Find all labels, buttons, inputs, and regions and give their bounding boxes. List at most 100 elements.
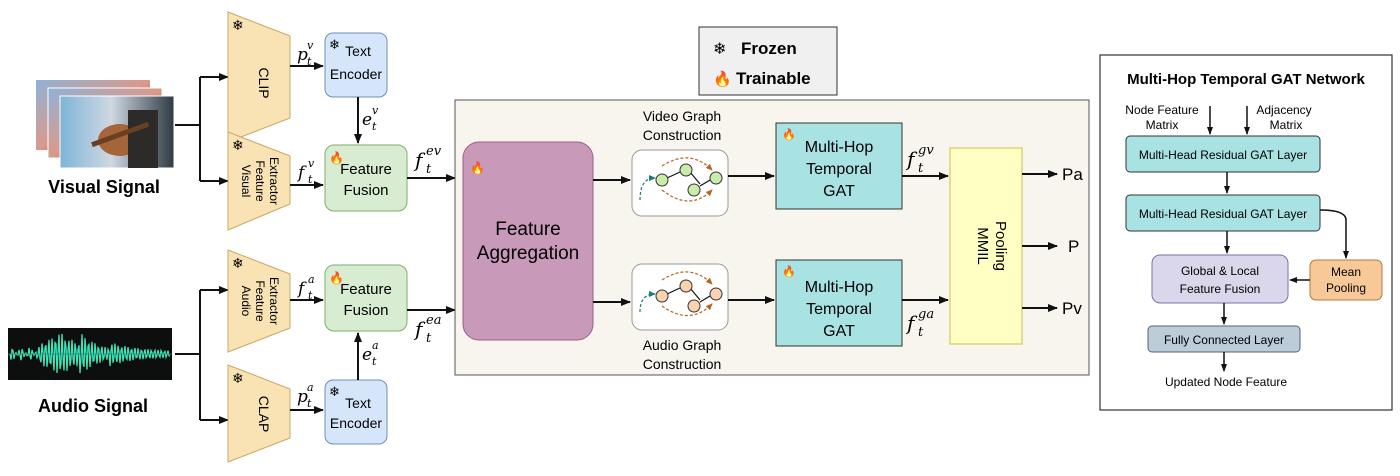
- snowflake-icon: ❄: [232, 17, 244, 33]
- snowflake-icon: ❄: [713, 41, 726, 58]
- visual-extractor-label-2: Feature: [253, 160, 267, 202]
- math-f-ev: f t ev: [413, 144, 442, 177]
- svg-text:a: a: [308, 273, 315, 286]
- flame-icon: 🔥: [782, 265, 796, 278]
- svg-text:t: t: [918, 325, 924, 340]
- legend-box: ❄ Frozen 🔥 Trainable: [698, 26, 838, 96]
- svg-text:Fusion: Fusion: [343, 302, 388, 319]
- audio-extractor-label-1: Audio: [239, 286, 253, 317]
- svg-text:GAT: GAT: [823, 323, 855, 340]
- audio-feature-fusion: 🔥 Feature Fusion: [324, 264, 408, 332]
- svg-text:t: t: [307, 397, 312, 410]
- audio-extractor-label-2: Feature: [253, 280, 267, 322]
- svg-text:Aggregation: Aggregation: [477, 243, 579, 264]
- svg-text:t: t: [372, 120, 377, 133]
- flame-icon: 🔥: [329, 151, 344, 165]
- visual-extractor-label-1: Visual: [239, 165, 253, 197]
- legend-frozen: Frozen: [741, 39, 797, 58]
- fully-connected-layer: Fully Connected Layer: [1147, 325, 1301, 353]
- output-p: P: [1068, 237, 1079, 256]
- flame-icon: 🔥: [470, 161, 485, 175]
- svg-text:t: t: [307, 55, 312, 68]
- gat-panel-arrows: [1207, 106, 1349, 372]
- svg-text:Encoder: Encoder: [330, 415, 382, 431]
- video-graph-label-1: Video Graph: [643, 108, 721, 124]
- node-feature-label-1: Node Feature: [1125, 103, 1199, 117]
- video-graph: [631, 149, 729, 217]
- mmil-pooling: MMIL Pooling: [949, 147, 1023, 345]
- clip-block: ❄ CLIP: [227, 11, 291, 143]
- global-local-fusion: Global & Local Feature Fusion: [1151, 254, 1289, 304]
- svg-text:e: e: [362, 345, 372, 365]
- flame-icon: 🔥: [329, 271, 344, 285]
- clip-label: CLIP: [256, 67, 272, 98]
- gat-block-top: 🔥 Multi-Hop Temporal GAT: [775, 122, 903, 210]
- svg-text:t: t: [308, 173, 313, 186]
- math-f-v: f t v: [296, 157, 315, 186]
- math-e-a: e t a: [362, 339, 379, 368]
- adjacency-label-2: Matrix: [1270, 118, 1303, 132]
- flame-icon: 🔥: [782, 128, 796, 141]
- svg-text:Feature Fusion: Feature Fusion: [1180, 282, 1261, 296]
- svg-text:Multi-Hop: Multi-Hop: [805, 139, 874, 156]
- svg-text:f: f: [413, 148, 426, 172]
- svg-text:MMIL: MMIL: [974, 227, 991, 265]
- svg-text:f: f: [413, 317, 426, 341]
- audio-signal-image: [8, 328, 172, 380]
- output-pv: Pv: [1062, 299, 1082, 318]
- audio-text-encoder: ❄ Text Encoder: [324, 379, 388, 445]
- updated-node-feature-label: Updated Node Feature: [1165, 375, 1287, 389]
- audio-feature-extractor-block: ❄ Audio Feature Extractor: [227, 249, 291, 353]
- visual-signal-image: [36, 80, 175, 169]
- svg-text:Temporal: Temporal: [806, 301, 872, 318]
- snowflake-icon: ❄: [329, 37, 340, 52]
- math-f-ea: f t ea: [413, 313, 441, 346]
- svg-text:t: t: [426, 331, 432, 346]
- snowflake-icon: ❄: [232, 255, 244, 271]
- clap-label: CLAP: [256, 396, 272, 433]
- snowflake-icon: ❄: [329, 384, 340, 399]
- visual-feature-fusion: 🔥 Feature Fusion: [324, 144, 408, 212]
- svg-text:Feature: Feature: [340, 281, 392, 298]
- svg-text:Fusion: Fusion: [343, 182, 388, 199]
- signal-connectors: [175, 73, 229, 424]
- clap-block: ❄ CLAP: [227, 364, 291, 463]
- svg-text:p: p: [297, 45, 308, 65]
- visual-extractor-label-3: Extractor: [267, 157, 281, 205]
- gat-network-title: Multi-Hop Temporal GAT Network: [1127, 71, 1365, 88]
- svg-text:ea: ea: [426, 313, 441, 328]
- visual-text-encoder: ❄ Text Encoder: [324, 32, 388, 98]
- math-f-a: f t a: [296, 273, 315, 302]
- snowflake-icon: ❄: [232, 370, 244, 386]
- visual-signal-label: Visual Signal: [48, 177, 160, 197]
- svg-text:Mean: Mean: [1331, 265, 1361, 279]
- svg-text:Multi-Hop: Multi-Hop: [805, 279, 874, 296]
- visual-feature-extractor-block: ❄ Visual Feature Extractor: [227, 131, 291, 231]
- svg-text:Text: Text: [345, 43, 371, 59]
- svg-text:Temporal: Temporal: [806, 161, 872, 178]
- node-feature-label-2: Matrix: [1146, 118, 1179, 132]
- svg-text:e: e: [362, 110, 372, 130]
- flame-icon: 🔥: [713, 70, 732, 88]
- gat-layer-1: Multi-Head Residual GAT Layer: [1125, 135, 1321, 173]
- svg-text:Feature: Feature: [495, 219, 560, 240]
- audio-graph: [631, 263, 729, 331]
- audio-graph-label-1: Audio Graph: [643, 337, 722, 353]
- svg-text:t: t: [918, 161, 924, 176]
- mean-pooling: Mean Pooling: [1309, 259, 1383, 301]
- legend-trainable: Trainable: [736, 69, 811, 88]
- svg-text:Text: Text: [345, 395, 371, 411]
- feature-aggregation: 🔥 Feature Aggregation: [462, 141, 594, 341]
- audio-extractor-label-3: Extractor: [267, 277, 281, 325]
- audio-signal-label: Audio Signal: [38, 396, 148, 416]
- svg-text:a: a: [307, 381, 314, 394]
- svg-text:Pooling: Pooling: [992, 221, 1009, 271]
- svg-text:v: v: [372, 104, 379, 117]
- svg-text:a: a: [372, 339, 379, 352]
- audio-graph-label-2: Construction: [643, 356, 722, 372]
- svg-text:v: v: [307, 39, 314, 52]
- adjacency-label-1: Adjacency: [1256, 103, 1311, 117]
- svg-text:ev: ev: [426, 144, 442, 159]
- gat-block-bottom: 🔥 Multi-Hop Temporal GAT: [775, 259, 903, 347]
